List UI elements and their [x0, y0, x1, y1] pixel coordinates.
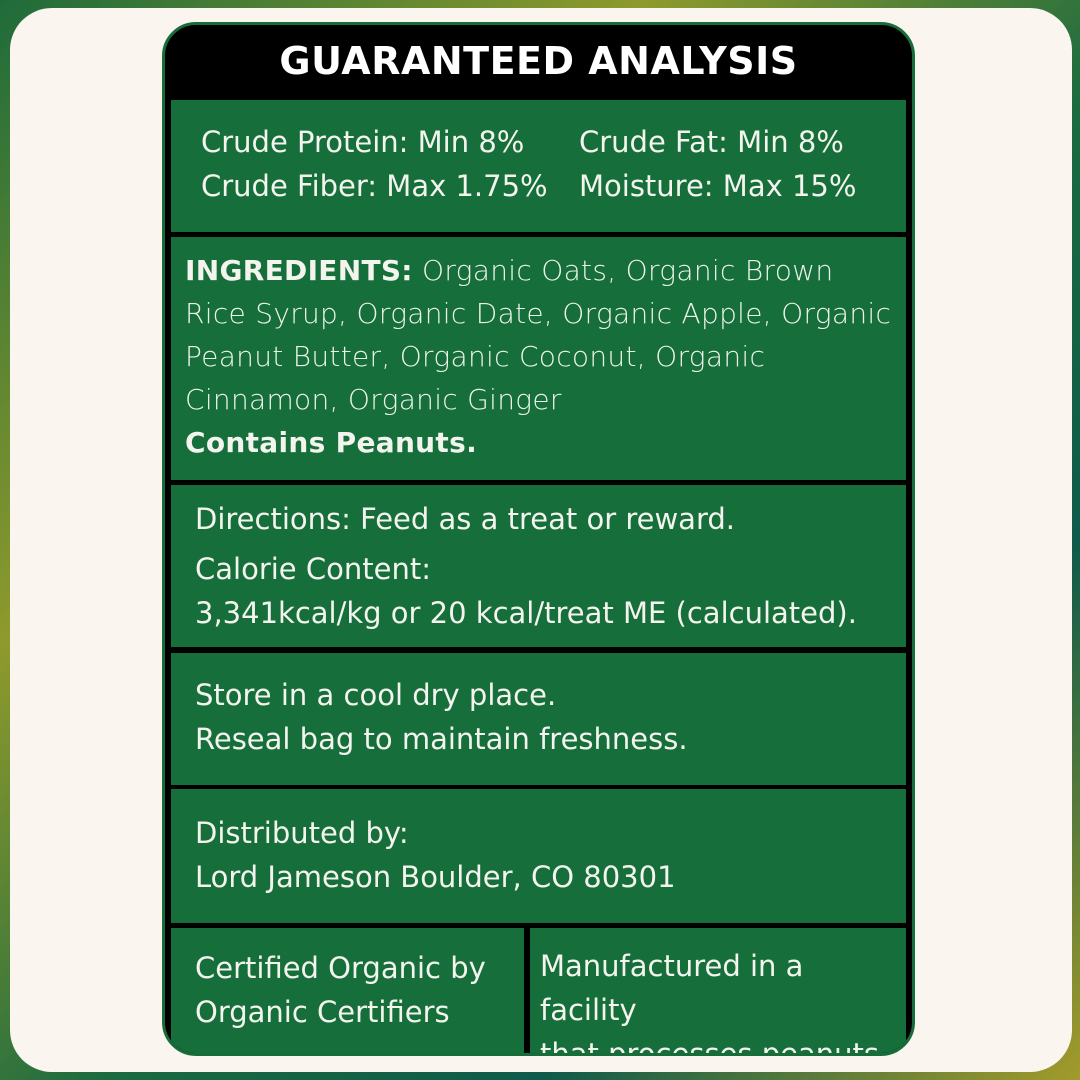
- facility-section: Manufactured in a facility that processe…: [530, 928, 906, 1056]
- facility-line-2: that processes peanuts.: [540, 1037, 889, 1056]
- crude-fiber: Crude Fiber: Max 1.75%: [201, 169, 548, 203]
- directions-text: Directions: Feed as a treat or reward.: [195, 502, 735, 536]
- facility-line-1: Manufactured in a facility: [540, 949, 804, 1027]
- calorie-value: 3,341kcal/kg or 20 kcal/treat ME (calcul…: [195, 596, 857, 630]
- distributor-section: Distributed by: Lord Jameson Boulder, CO…: [171, 789, 906, 923]
- calorie-label: Calorie Content:: [195, 552, 431, 586]
- ingredients-label: INGREDIENTS:: [185, 254, 413, 287]
- directions-section: Directions: Feed as a treat or reward. C…: [171, 485, 906, 647]
- allergen-warning: Contains Peanuts.: [185, 426, 478, 459]
- certification-line-1: Certified Organic by: [195, 951, 486, 985]
- label-title: GUARANTEED ANALYSIS: [279, 39, 798, 83]
- moisture: Moisture: Max 15%: [579, 169, 857, 203]
- certification-line-2: Organic Certifiers: [195, 995, 450, 1029]
- storage-line-2: Reseal bag to maintain freshness.: [195, 722, 688, 756]
- certification-section: Certified Organic by Organic Certifiers: [171, 928, 524, 1053]
- ingredients-section: INGREDIENTS: Organic Oats, Organic Brown…: [171, 237, 906, 480]
- ingredients-list: Organic Oats, Organic Brown Rice Syrup, …: [185, 254, 892, 416]
- distributor-name: Lord Jameson Boulder, CO 80301: [195, 860, 676, 894]
- storage-line-1: Store in a cool dry place.: [195, 678, 557, 712]
- crude-protein: Crude Protein: Min 8%: [201, 125, 525, 159]
- distributor-label: Distributed by:: [195, 816, 409, 850]
- product-label: GUARANTEED ANALYSIS Crude Protein: Min 8…: [162, 22, 915, 1056]
- guaranteed-analysis-section: Crude Protein: Min 8% Crude Fat: Min 8% …: [171, 100, 906, 232]
- storage-section: Store in a cool dry place. Reseal bag to…: [171, 653, 906, 785]
- crude-fat: Crude Fat: Min 8%: [579, 125, 844, 159]
